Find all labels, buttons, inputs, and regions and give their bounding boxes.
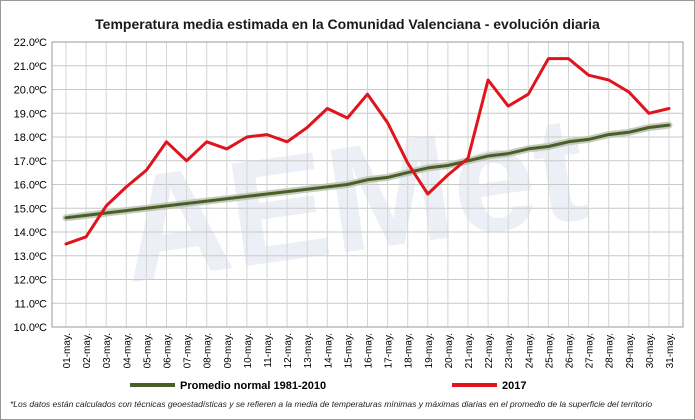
x-tick-label: 12-may. [283, 333, 294, 368]
y-tick-label: 17.0ºC [14, 156, 47, 168]
x-tick-label: 06-may. [163, 333, 174, 368]
x-tick-label: 21-may. [464, 333, 475, 368]
series-normal-line [64, 123, 671, 220]
x-tick-label: 10-may. [243, 333, 254, 368]
x-tick-label: 02-may. [82, 333, 93, 368]
x-tick-label: 30-may. [645, 333, 656, 368]
y-tick-label: 15.0ºC [14, 203, 47, 215]
x-tick-label: 13-may. [303, 333, 314, 368]
x-tick-label: 07-may. [183, 333, 194, 368]
x-tick-label: 15-may. [343, 333, 354, 368]
x-tick-label: 27-may. [585, 333, 596, 368]
grid-lines [51, 41, 684, 328]
x-tick-label: 18-may. [404, 333, 415, 368]
x-axis: 01-may. 02-may. 03-may. 04-may. 05-may. 06-ma… [62, 333, 676, 368]
y-tick-label: 19.0ºC [14, 108, 47, 120]
x-tick-label: 22-may. [484, 333, 495, 368]
x-tick-label: 17-may. [384, 333, 395, 368]
plot-area [51, 41, 684, 328]
legend: Promedio normal 1981-2010 2017 [130, 380, 526, 392]
series-2017-line [64, 57, 671, 246]
x-tick-label: 01-may. [62, 333, 73, 368]
x-tick-label: 25-may. [544, 333, 555, 368]
x-tick-label: 19-may. [424, 333, 435, 368]
x-tick-label: 29-may. [625, 333, 636, 368]
x-tick-label: 08-may. [203, 333, 214, 368]
y-tick-label: 22.0ºC [14, 37, 47, 49]
y-tick-label: 18.0ºC [14, 132, 47, 144]
x-tick-label: 23-may. [504, 333, 515, 368]
y-tick-label: 12.0ºC [14, 275, 47, 287]
chart-title: Temperatura media estimada en la Comunid… [95, 16, 600, 32]
x-tick-label: 24-may. [524, 333, 535, 368]
y-tick-label: 14.0ºC [14, 227, 47, 239]
y-tick-label: 13.0ºC [14, 251, 47, 263]
footnote: *Los datos están calculados con técnicas… [10, 399, 653, 409]
x-tick-label: 11-may. [263, 333, 274, 368]
x-tick-label: 09-may. [223, 333, 234, 368]
x-tick-label: 31-may. [665, 333, 676, 368]
legend-label-normal: Promedio normal 1981-2010 [180, 380, 326, 392]
x-tick-label: 05-may. [142, 333, 153, 368]
y-tick-label: 21.0ºC [14, 61, 47, 73]
x-tick-label: 04-may. [122, 333, 133, 368]
y-tick-label: 16.0ºC [14, 180, 47, 192]
legend-label-2017: 2017 [502, 380, 526, 392]
y-tick-label: 10.0ºC [14, 322, 47, 334]
x-tick-label: 20-may. [444, 333, 455, 368]
y-tick-label: 20.0ºC [14, 85, 47, 97]
x-tick-label: 26-may. [565, 333, 576, 368]
x-tick-label: 03-may. [102, 333, 113, 368]
x-tick-label: 16-may. [364, 333, 375, 368]
x-tick-label: 28-may. [605, 333, 616, 368]
y-tick-label: 11.0ºC [14, 298, 47, 310]
series-2017 [64, 57, 671, 246]
x-tick-label: 14-may. [323, 333, 334, 368]
series-layer [62, 57, 673, 246]
y-axis: 10.0ºC 11.0ºC 12.0ºC 13.0ºC 14.0ºC 15.0ºC 16.0… [14, 37, 47, 334]
series-normal [62, 121, 673, 222]
